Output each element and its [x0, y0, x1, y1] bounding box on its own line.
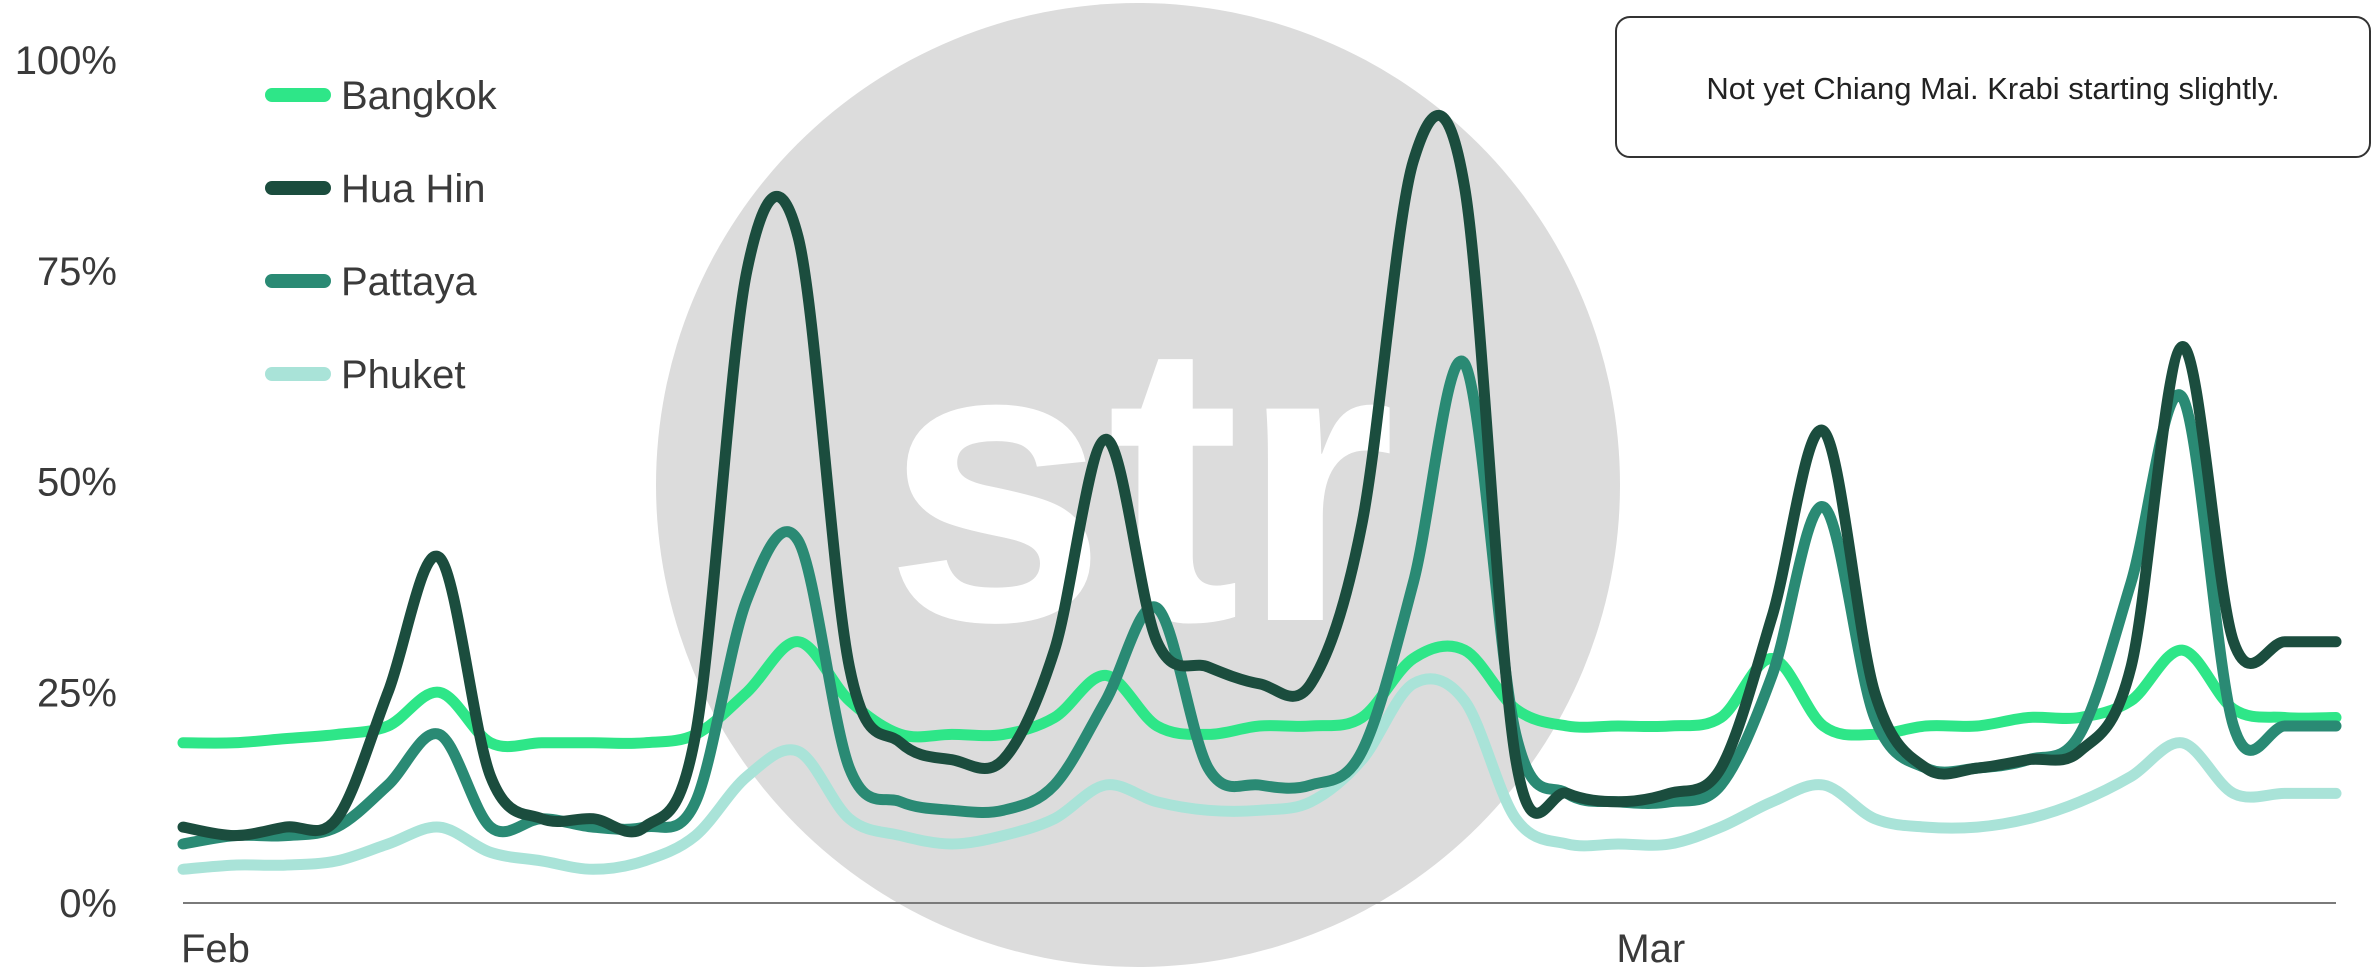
- series-lines: [177, 109, 2342, 875]
- legend-label: Pattaya: [341, 260, 477, 304]
- watermark: str: [656, 3, 1620, 967]
- legend-label: Bangkok: [341, 74, 498, 118]
- series-line-phuket: [177, 673, 2342, 875]
- series-line-hua-hin: [177, 109, 2342, 842]
- legend: Bangkok Hua Hin Pattaya Phuket: [265, 74, 498, 397]
- y-tick-label: 0%: [59, 882, 117, 926]
- x-tick-label: Feb: [181, 927, 250, 971]
- annotation-text: Not yet Chiang Mai. Krabi starting sligh…: [1706, 71, 2279, 106]
- y-axis: 0% 25% 50% 75% 100%: [15, 39, 117, 926]
- watermark-text: str: [884, 258, 1395, 705]
- y-tick-label: 25%: [37, 671, 117, 715]
- y-tick-label: 100%: [15, 39, 117, 83]
- x-axis: Feb Mar: [181, 902, 2336, 971]
- legend-label: Phuket: [341, 353, 466, 397]
- y-tick-label: 75%: [37, 250, 117, 294]
- x-tick-label: Mar: [1616, 927, 1685, 971]
- series-line-bangkok: [177, 636, 2342, 753]
- annotation: Not yet Chiang Mai. Krabi starting sligh…: [1615, 16, 2371, 158]
- y-tick-label: 50%: [37, 461, 117, 505]
- annotation-box: [1615, 16, 2371, 158]
- legend-label: Hua Hin: [341, 167, 486, 211]
